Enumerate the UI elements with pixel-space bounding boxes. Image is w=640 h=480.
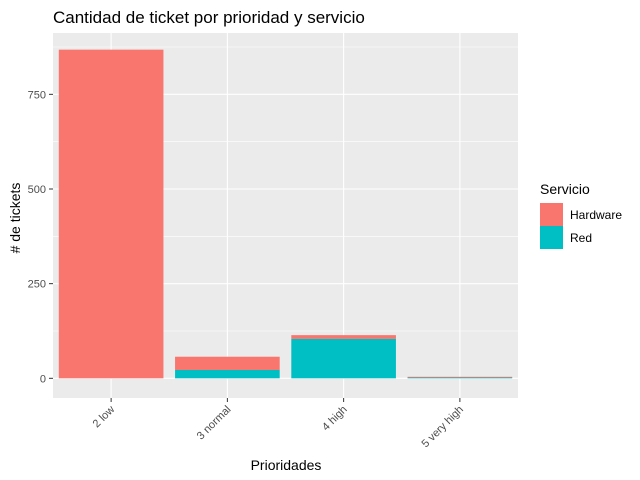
y-tick-label: 250 [28, 279, 46, 291]
x-tick-label: 5 very high [419, 404, 466, 451]
legend-key-hardware [540, 203, 563, 226]
x-tick-label: 2 low [91, 404, 118, 431]
chart-title: Cantidad de ticket por prioridad y servi… [53, 8, 365, 27]
bar-hardware-1 [58, 49, 164, 379]
y-tick-label: 500 [28, 184, 46, 196]
x-tick-label: 4 high [320, 404, 350, 434]
bar-red-3 [291, 338, 396, 379]
bar-hardware-3 [291, 335, 396, 339]
legend-key-red [540, 226, 563, 249]
legend: Servicio Hardware Red [540, 181, 622, 249]
bar-red-2 [175, 369, 280, 379]
bars [58, 49, 513, 379]
x-tick-label: 3 normal [195, 404, 234, 443]
legend-label-hardware: Hardware [570, 208, 622, 222]
bar-red-4 [407, 377, 513, 379]
y-tick-label: 750 [28, 89, 46, 101]
legend-label-red: Red [570, 231, 592, 245]
y-tick-label: 0 [40, 373, 46, 385]
bar-hardware-2 [175, 356, 280, 370]
bar-hardware-4 [407, 376, 513, 378]
legend-title: Servicio [540, 181, 590, 197]
x-axis-title: Prioridades [251, 457, 322, 473]
y-axis-title: # de tickets [7, 183, 23, 254]
